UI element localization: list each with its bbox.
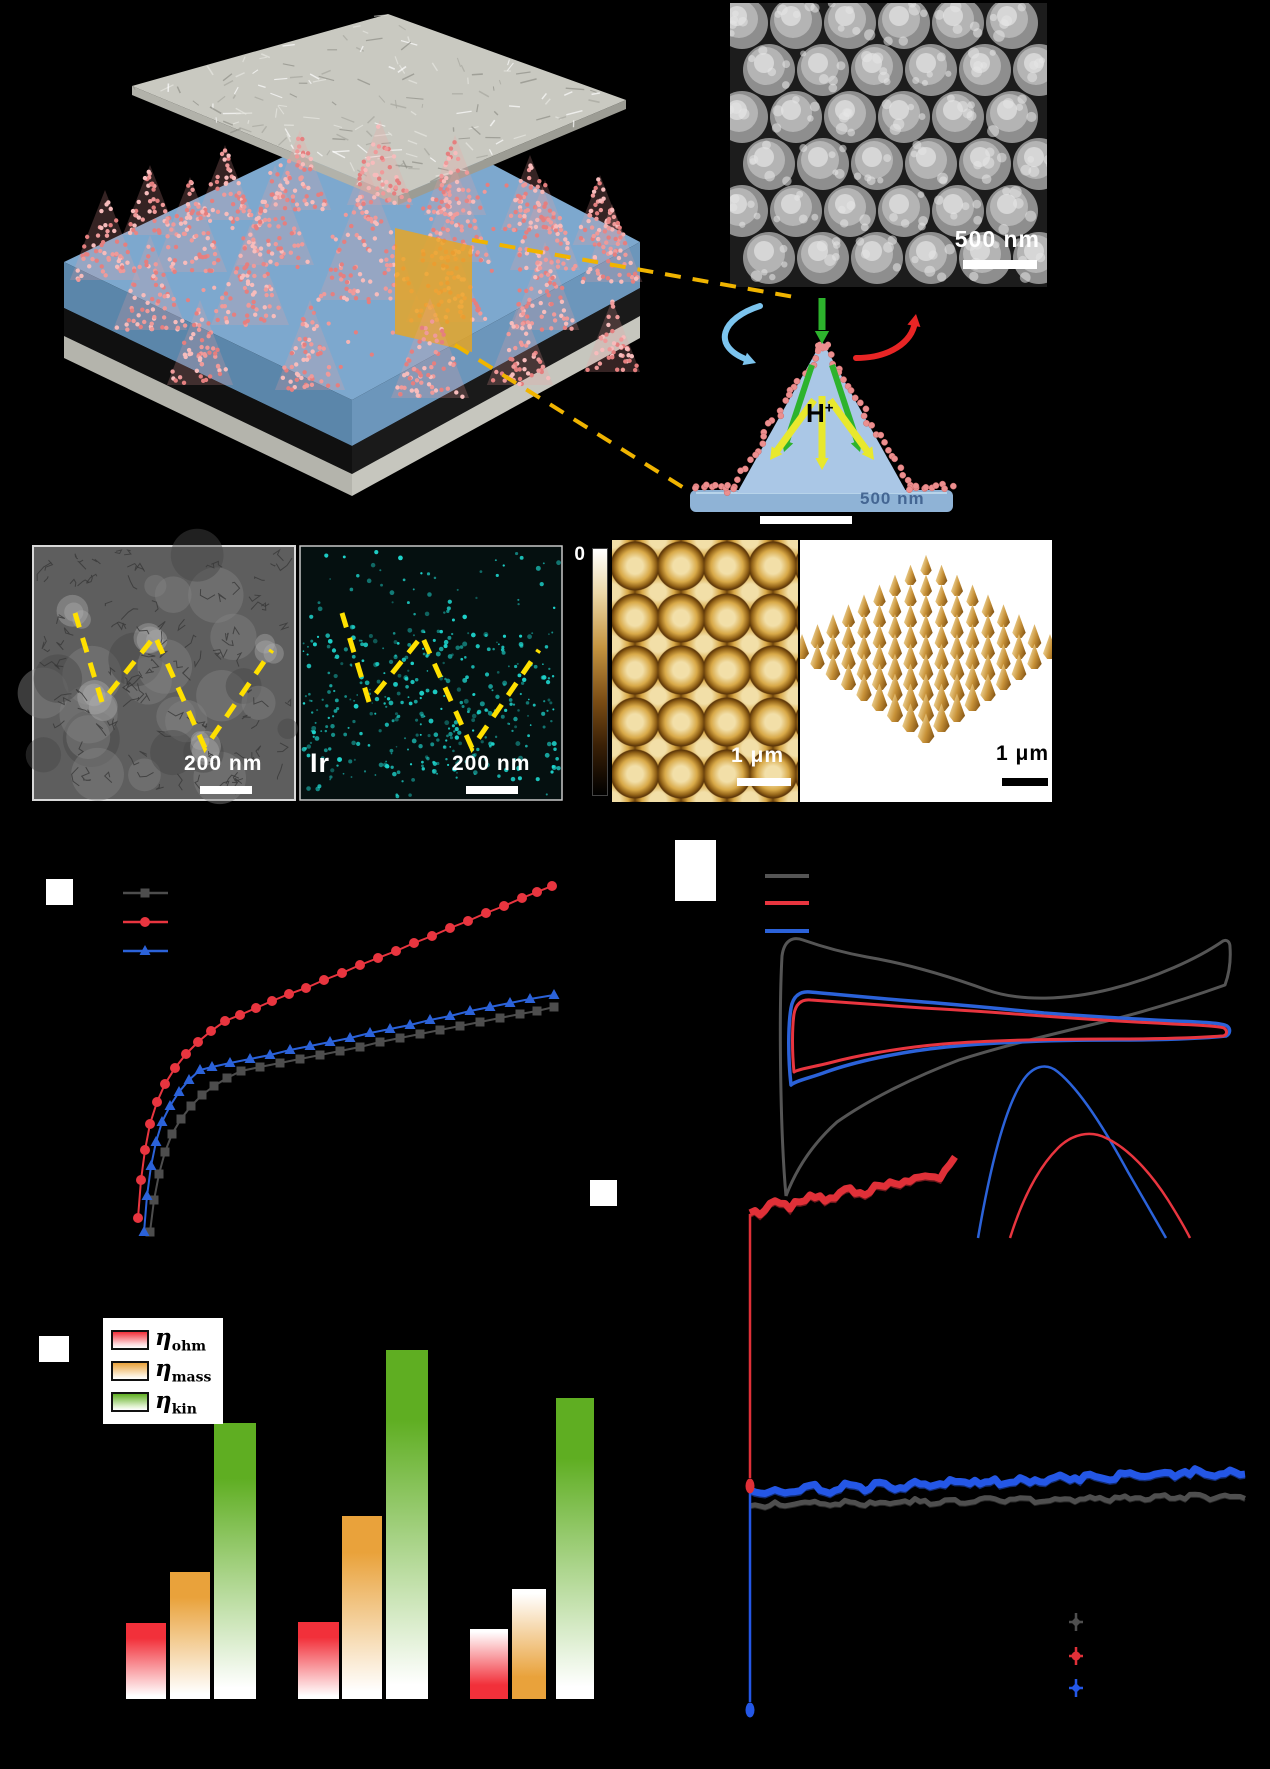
afm-cone xyxy=(964,683,981,712)
eds-scale-label: 200 nm xyxy=(452,752,531,775)
afm-cone xyxy=(933,703,950,733)
schematic-scale-bar xyxy=(760,516,852,524)
afm-cone xyxy=(965,604,980,628)
afm-2d-image xyxy=(612,540,798,802)
afm-cone xyxy=(948,693,966,722)
afm-cone xyxy=(980,673,996,701)
chart-f-cv xyxy=(765,874,1232,1239)
eta-mass-swatch xyxy=(111,1360,149,1381)
afm-cone xyxy=(888,574,902,596)
zigzag-sem xyxy=(72,612,275,754)
sem-cross-scale-label: 200 nm xyxy=(184,752,263,775)
schematic-faint-scale-label: 500 nm xyxy=(860,489,925,508)
afm-cone xyxy=(919,574,933,596)
panel-label-box-g xyxy=(39,1336,69,1362)
afm-cone xyxy=(935,584,948,607)
afm-cone xyxy=(995,663,1012,691)
cone-zoom-schematic xyxy=(453,238,957,512)
afm-cone xyxy=(981,594,995,617)
afm-cone xyxy=(840,663,857,691)
panel-label-box-f xyxy=(675,840,716,901)
legend-item-eta-mass: ηmass xyxy=(111,1357,215,1385)
colorbar-top-label: 0 xyxy=(574,544,586,565)
afm-cone xyxy=(857,594,871,617)
afm2d-scale-label: 1 μm xyxy=(731,744,785,767)
afm-cone xyxy=(856,673,872,701)
eds-ir-map-image xyxy=(299,545,563,801)
mea-3d-schematic xyxy=(64,14,643,496)
eta-ohm-swatch xyxy=(111,1329,149,1350)
chart-e-polarization xyxy=(123,881,560,1237)
afm-cone xyxy=(841,604,856,628)
afm-height-colorbar xyxy=(592,548,608,796)
panel-label-box-e xyxy=(46,879,73,905)
legend-item-eta-ohm: ηohm xyxy=(111,1323,215,1355)
afm-cone xyxy=(996,604,1011,628)
overpotential-bar-group2 xyxy=(342,1516,382,1699)
sem-cross-scale-bar xyxy=(200,786,252,794)
proton-plus: + xyxy=(824,399,834,417)
afm-cone xyxy=(886,693,904,722)
afm-cone xyxy=(825,653,841,680)
afm-cone xyxy=(800,633,810,659)
afm-3d-image xyxy=(800,540,1052,802)
afm-cone xyxy=(917,713,935,743)
afm2d-scale-bar xyxy=(737,778,791,786)
afm-cone xyxy=(935,564,948,586)
panel-label-box-h xyxy=(590,1180,617,1206)
eta-kin-label: ηkin xyxy=(155,1386,197,1418)
afm-cone xyxy=(1042,633,1052,659)
afm-cone xyxy=(966,584,979,607)
overpotential-bar-group3 xyxy=(556,1398,594,1699)
afm-cone xyxy=(920,554,932,575)
afm-cone xyxy=(1011,653,1027,680)
afm-cone xyxy=(888,594,902,617)
proton-transport-label: H+ xyxy=(806,398,834,429)
afm-cone xyxy=(902,703,919,733)
afm-cone xyxy=(1027,643,1042,670)
afm-cone xyxy=(872,604,887,628)
overpotential-bar-group3 xyxy=(512,1589,546,1699)
eta-mass-label: ηmass xyxy=(155,1355,212,1386)
afm-cone xyxy=(934,604,949,628)
afm-cone xyxy=(871,683,888,712)
sem-top-scale-bar xyxy=(963,260,1037,269)
afm-cone xyxy=(950,574,964,596)
afm3d-scale-label: 1 μm xyxy=(996,742,1050,765)
afm-cone xyxy=(919,594,933,617)
chart-h-stability xyxy=(745,1154,1246,1718)
afm-cone xyxy=(950,594,964,617)
afm3d-scale-bar xyxy=(1002,778,1048,786)
sem-top-scale-label: 500 nm xyxy=(954,226,1040,252)
eta-kin-swatch xyxy=(111,1392,149,1413)
afm-cone xyxy=(904,584,917,607)
overpotential-bar-group1 xyxy=(126,1623,166,1699)
eds-element-label: Ir xyxy=(310,748,331,778)
sem-image-catalyst-spheres xyxy=(690,0,1090,313)
afm-cone xyxy=(904,564,917,586)
overpotential-bar-group3 xyxy=(470,1629,508,1699)
afm-cone xyxy=(873,584,886,607)
proton-h: H xyxy=(806,398,825,428)
legend-item-eta-kin: ηkin xyxy=(111,1386,215,1418)
afm-cone xyxy=(810,643,825,670)
overpotential-bar-group1 xyxy=(170,1572,210,1699)
overpotential-bar-group1 xyxy=(214,1423,256,1699)
overpotential-bar-group2 xyxy=(298,1622,339,1699)
overpotential-bar-group2 xyxy=(386,1350,428,1699)
zigzag-eds xyxy=(339,612,542,754)
eds-scale-bar xyxy=(466,786,518,794)
eta-ohm-label: ηohm xyxy=(155,1323,207,1355)
afm-cone xyxy=(903,604,918,628)
overpotential-legend: ηohm ηmass ηkin xyxy=(103,1318,223,1424)
